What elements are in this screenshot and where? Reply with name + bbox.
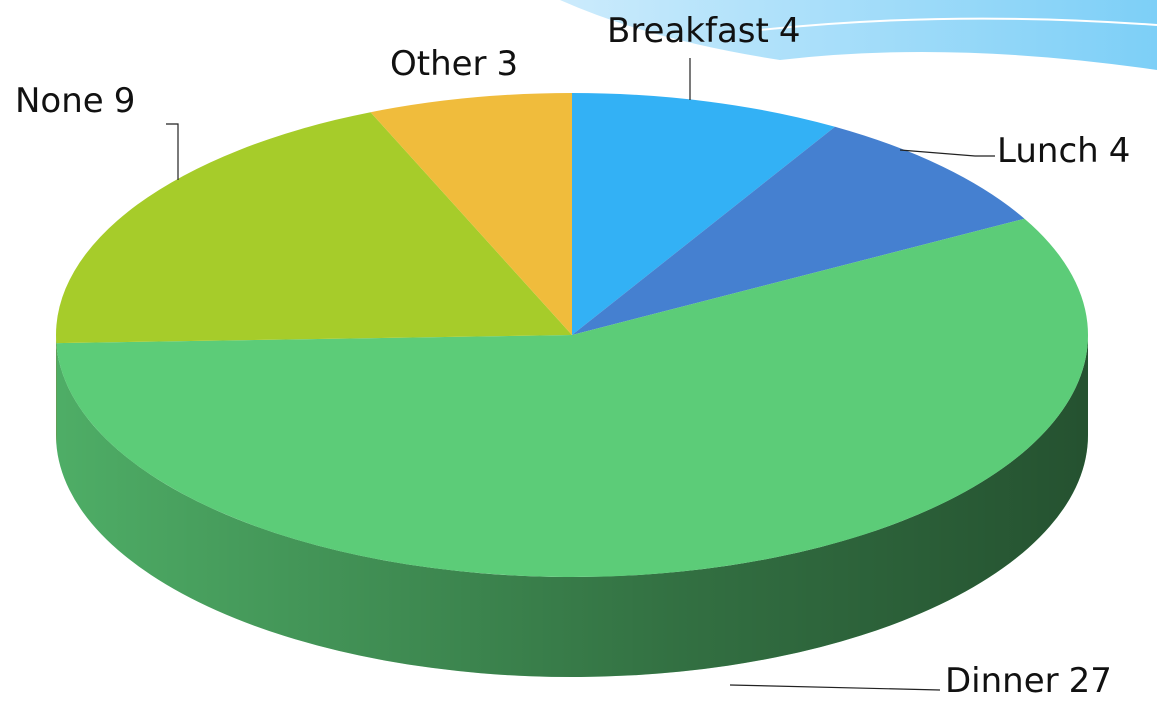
data-label: Dinner 27 [945,661,1112,701]
data-label: Lunch 4 [997,131,1130,171]
leader-line [899,149,995,157]
label-category: Breakfast [607,11,769,51]
data-label: Breakfast 4 [607,11,801,51]
label-category: Dinner [945,661,1059,701]
data-label: None 9 [15,81,135,121]
label-category: Lunch [997,131,1099,171]
label-value: 4 [1109,131,1131,171]
label-value: 3 [497,44,519,84]
label-category: None [15,81,104,121]
slice [572,93,835,335]
background-line [759,17,1157,31]
slice [56,112,573,344]
slice [370,93,572,335]
label-category: Other [390,44,487,84]
label-value: 27 [1069,661,1112,701]
pie [56,93,1088,677]
side-shade [56,335,1088,677]
data-label: Other 3 [390,44,518,84]
label-value: 9 [114,81,136,121]
slice [56,218,1088,577]
leader-line [166,123,179,180]
slice [572,126,1025,336]
label-value: 4 [779,11,801,51]
leader-line [729,684,941,691]
background-swoosh [560,0,1157,70]
